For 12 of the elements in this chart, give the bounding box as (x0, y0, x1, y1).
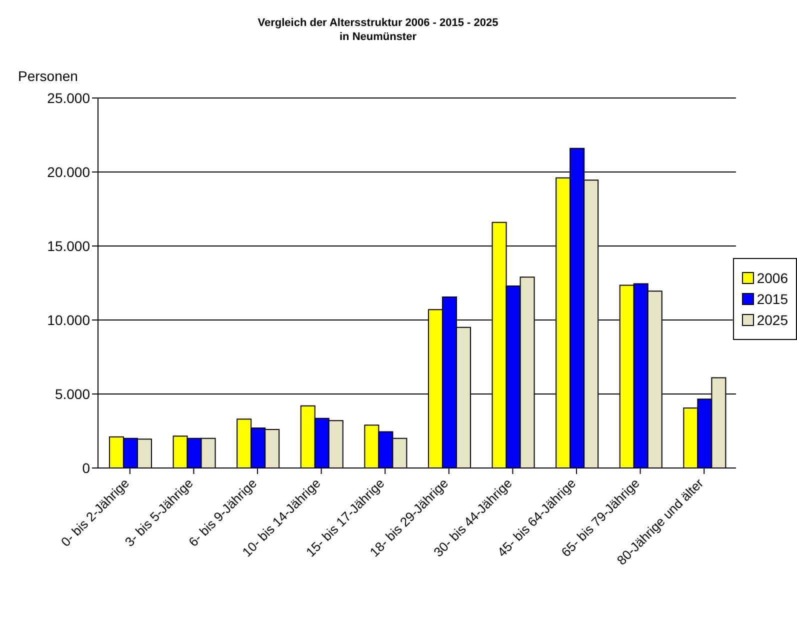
y-tick-label: 20.000 (47, 164, 90, 180)
y-tick-label: 10.000 (47, 312, 90, 328)
y-axis-title: Personen (18, 68, 78, 84)
y-tick-label: 15.000 (47, 238, 90, 254)
y-tick-label: 0 (82, 460, 90, 476)
y-tick-label: 25.000 (47, 90, 90, 106)
chart-subtitle: in Neumünster (338, 30, 418, 44)
legend-label: 2025 (756, 312, 788, 328)
legend-label: 2006 (756, 270, 788, 286)
chart-title: Vergleich der Altersstruktur 2006 - 2015 - 2025 (256, 16, 500, 30)
y-tick-label: 5.000 (54, 386, 90, 402)
legend-label: 2015 (756, 291, 788, 307)
